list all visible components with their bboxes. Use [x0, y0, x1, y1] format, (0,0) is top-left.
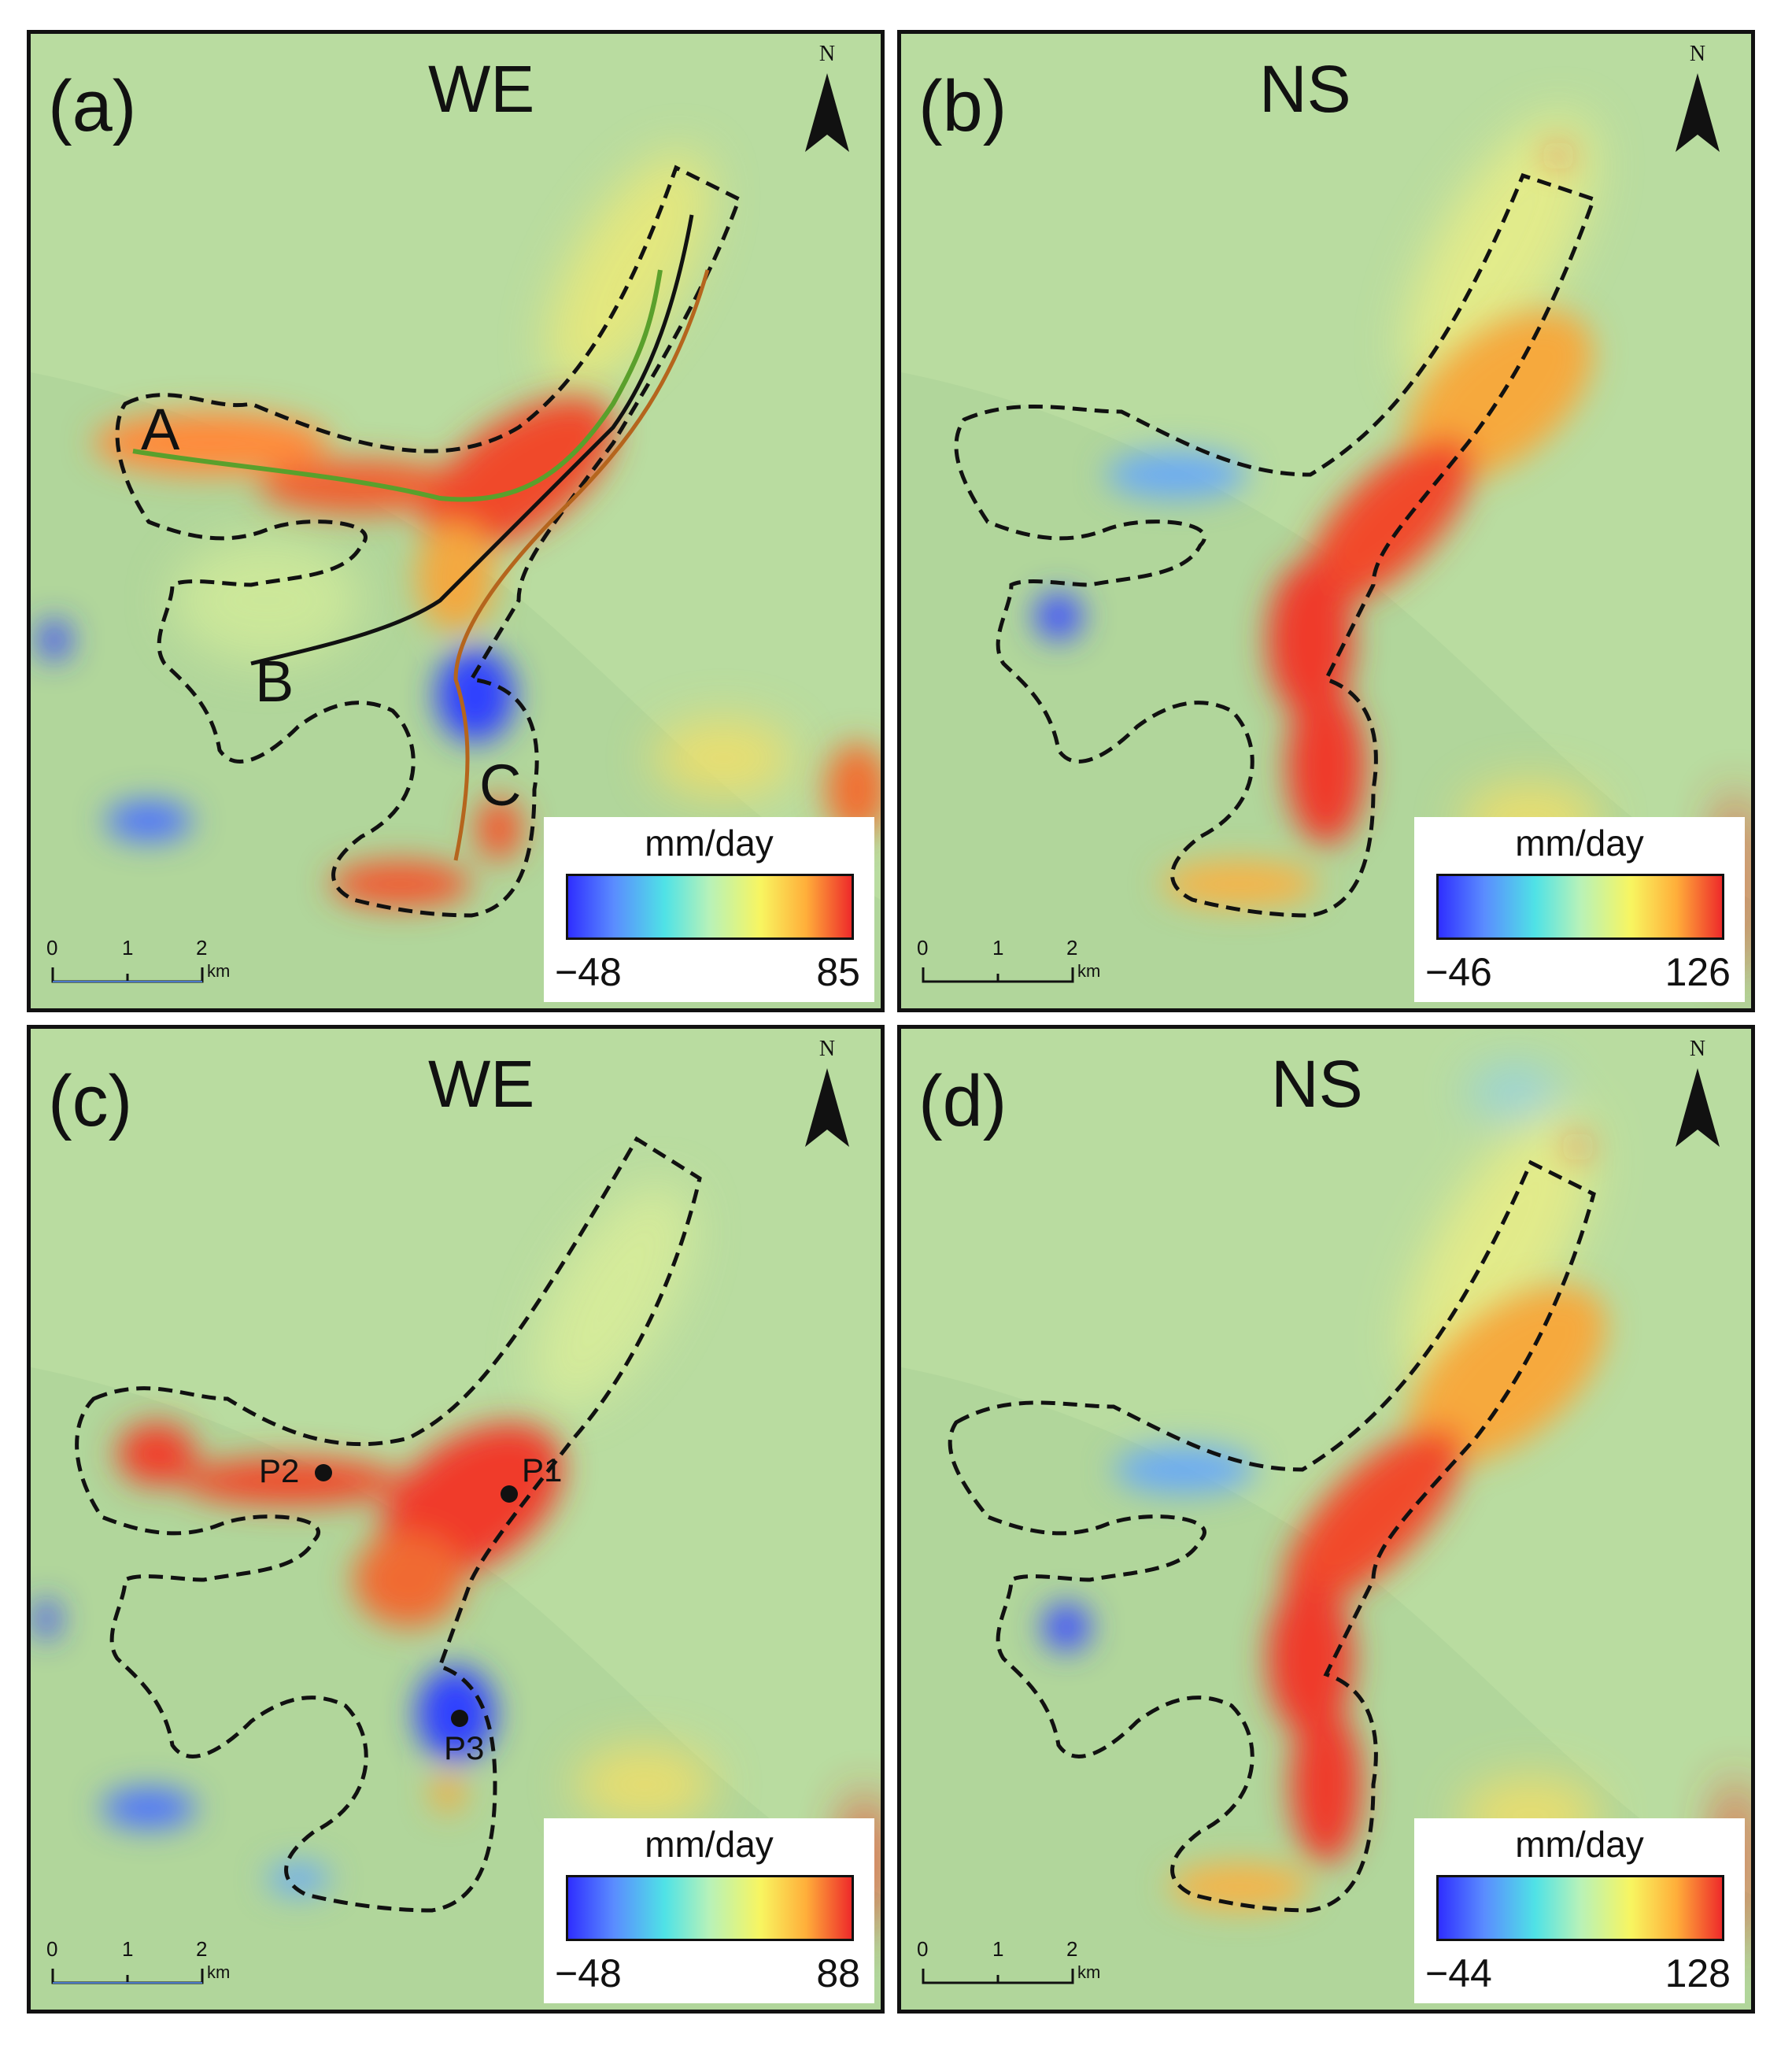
legend-min: −44	[1425, 1951, 1492, 1995]
profile-a-line	[132, 269, 663, 502]
north-arrow: N	[796, 42, 859, 160]
legend-max: 88	[816, 1951, 860, 1995]
panel-c: P1 P2 P3 (c) WE N 0 1 2 km mm/day −48 88	[27, 1025, 885, 2014]
profile-b-line	[250, 214, 694, 666]
legend-max: 85	[816, 950, 860, 994]
point-p2-label: P2	[259, 1452, 299, 1489]
north-letter: N	[818, 1037, 836, 1061]
legend-min: −46	[1425, 950, 1492, 994]
scale-unit: km	[207, 1962, 231, 1982]
scale-bar: 0 1 2 km	[46, 936, 251, 991]
marker-c-label: C	[479, 753, 521, 818]
north-letter: N	[1689, 1037, 1706, 1061]
legend-min: −48	[555, 950, 622, 994]
scale-bar: 0 1 2 km	[46, 1937, 251, 1992]
scale-tick-1: 1	[992, 1937, 1004, 1961]
panel-b: (b) NS N 0 1 2 km mm/day −46 126	[897, 30, 1755, 1012]
north-arrow: N	[796, 1037, 859, 1155]
scale-bar: 0 1 2 km	[917, 1937, 1121, 1992]
direction-title: NS	[1271, 1047, 1363, 1121]
scale-bar: 0 1 2 km	[917, 936, 1121, 991]
scale-unit: km	[1077, 961, 1101, 981]
scale-tick-0: 0	[46, 1937, 58, 1961]
panel-a: A B C (a) WE N 0 1 2 km mm/day −48 85	[27, 30, 885, 1012]
legend-min: −48	[555, 1951, 622, 1995]
colorbar	[1436, 874, 1724, 940]
landslide-boundary	[954, 172, 1597, 918]
marker-a-label: A	[141, 397, 180, 462]
north-arrow-icon	[805, 73, 849, 152]
colorbar	[1436, 1875, 1724, 1941]
color-legend: mm/day −46 126	[1414, 817, 1745, 1002]
landslide-boundary	[948, 1159, 1596, 1913]
landslide-boundary	[115, 165, 742, 918]
scale-unit: km	[207, 961, 231, 981]
scale-tick-0: 0	[917, 936, 929, 960]
marker-b-label: B	[255, 649, 294, 714]
legend-unit: mm/day	[1515, 1824, 1644, 1865]
legend-unit: mm/day	[645, 823, 774, 863]
panel-label: (c)	[48, 1061, 133, 1141]
scale-unit: km	[1077, 1962, 1101, 1982]
scale-tick-2: 2	[1066, 1937, 1078, 1961]
point-p3-label: P3	[444, 1729, 484, 1766]
scale-tick-1: 1	[122, 936, 134, 960]
point-p3	[451, 1710, 468, 1727]
scale-tick-1: 1	[992, 936, 1004, 960]
panel-d: (d) NS N 0 1 2 km mm/day −44 128	[897, 1025, 1755, 2014]
panel-label: (d)	[918, 1061, 1007, 1141]
panel-label: (b)	[918, 66, 1007, 146]
legend-max: 128	[1665, 1951, 1731, 1995]
north-arrow: N	[1666, 42, 1729, 160]
colorbar	[566, 874, 854, 940]
north-letter: N	[818, 42, 836, 66]
direction-title: WE	[428, 1047, 535, 1121]
scale-tick-1: 1	[122, 1937, 134, 1961]
north-letter: N	[1689, 42, 1706, 66]
colorbar	[566, 1875, 854, 1941]
legend-unit: mm/day	[1515, 823, 1644, 863]
scale-tick-0: 0	[46, 936, 58, 960]
north-arrow-icon	[1676, 73, 1720, 152]
color-legend: mm/day −48 85	[544, 817, 874, 1002]
color-legend: mm/day −48 88	[544, 1818, 874, 2003]
scale-tick-2: 2	[1066, 936, 1078, 960]
direction-title: WE	[428, 52, 535, 126]
panel-label: (a)	[48, 66, 137, 146]
scale-tick-2: 2	[196, 936, 208, 960]
legend-unit: mm/day	[645, 1824, 774, 1865]
legend-max: 126	[1665, 950, 1731, 994]
north-arrow-icon	[1676, 1068, 1720, 1147]
point-p1-label: P1	[522, 1451, 562, 1488]
point-p1	[501, 1485, 518, 1503]
scale-tick-2: 2	[196, 1937, 208, 1961]
north-arrow: N	[1666, 1037, 1729, 1155]
point-p2	[315, 1464, 332, 1481]
direction-title: NS	[1259, 52, 1351, 126]
color-legend: mm/day −44 128	[1414, 1818, 1745, 2003]
scale-tick-0: 0	[917, 1937, 929, 1961]
profile-c-line	[453, 269, 710, 861]
north-arrow-icon	[805, 1068, 849, 1147]
